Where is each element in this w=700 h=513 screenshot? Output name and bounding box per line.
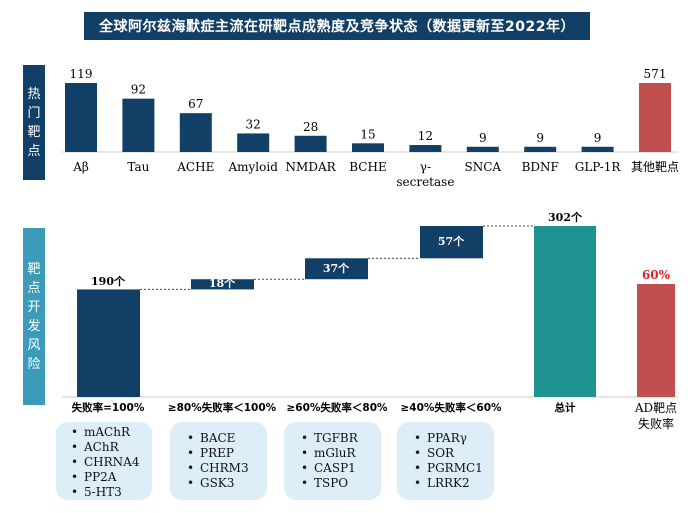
target-list-1-item: AChR [71,440,152,455]
target-list-box-3: TGFBRmGluRCASP1TSPO [284,422,381,500]
waterfall-label-step-2: 37个 [323,261,350,275]
top-bar-7 [409,145,442,152]
top-bar-value-1: 119 [70,67,93,81]
top-bar-category-3: ACHE [176,160,214,174]
waterfall-xlabel-step-2: ≥60%失败率＜80% [286,401,388,414]
top-bar-2 [122,98,155,152]
waterfall-bar-1 [77,289,140,397]
top-bar-10 [581,146,614,152]
top-bar-value-3: 67 [188,97,203,111]
target-list-1-item: mAChR [71,425,152,440]
waterfall-xlabel-step-3: ≥40%失败率＜60% [400,401,502,414]
top-bar-category-5: NMDAR [286,160,337,174]
top-bar-6 [352,143,384,152]
target-list-3-item: TSPO [301,476,381,491]
waterfall-label-fail-rate: 60% [642,268,671,282]
top-bar-category-11: 其他靶点 [631,160,679,174]
target-list-1-item: 5-HT3 [71,485,152,500]
top-bar-value-7: 12 [418,129,433,143]
target-list-box-1: mAChRAChRCHRNA4PP2A5-HT3 [56,422,152,500]
top-bar-value-10: 9 [594,131,602,145]
target-list-3-item: CASP1 [301,461,381,476]
top-bar-category-6: BCHE [349,160,386,174]
waterfall-bar-5 [534,226,596,397]
target-list-2-item: PREP [187,446,267,461]
waterfall-bar-3 [305,258,368,280]
dev-risk-side-label: 靶点开发风险 [23,228,45,405]
fail-rate-bar [637,284,675,397]
top-bar-category-4: Amyloid [227,160,278,174]
top-bar-category-1: Aβ [72,160,89,174]
top-bar-value-6: 15 [360,127,375,141]
waterfall-bar-2 [191,279,254,290]
chart-title: 全球阿尔兹海默症主流在研靶点成熟度及竞争状态（数据更新至2022年） [84,12,590,40]
target-list-2-item: BACE [187,431,267,446]
waterfall-label-total: 302个 [548,210,583,224]
top-bar-1 [65,83,97,152]
target-list-4-item: SOR [414,446,494,461]
top-bar-5 [294,135,327,152]
top-bar-category-10: GLP-1R [575,160,622,174]
target-list-2-item: CHRM3 [187,461,267,476]
waterfall-xlabel-total: 总计 [555,401,576,414]
dev-risk-side-text: 靶点开发风险 [27,261,41,372]
target-list-3-item: TGFBR [301,431,381,446]
target-list-1-item: CHRNA4 [71,455,152,470]
target-list-3-item: mGluR [301,446,381,461]
hot-targets-side-label: 热门靶点 [23,65,45,180]
top-bar-value-9: 9 [536,131,544,145]
top-bar-category-7-line-1: γ- [420,160,431,174]
target-list-4-item: PPARγ [414,431,494,446]
target-list-4-item: PGRMC1 [414,461,494,476]
waterfall-xlabel-step-1: ≥80%失败率＜100% [168,401,277,414]
waterfall-label-step-1: 18个 [209,276,236,290]
waterfall-label-step-3: 57个 [438,234,465,248]
waterfall-xlabel-fail-line-1: AD靶点 [634,401,677,415]
target-list-1-item: PP2A [71,470,152,485]
top-bar-value-11: 571 [644,67,667,81]
target-list-box-2: BACEPREPCHRM3GSK3 [170,422,267,500]
hot-targets-side-text: 热门靶点 [27,86,41,159]
top-bar-11 [639,83,671,152]
target-list-4-item: LRRK2 [414,476,494,491]
top-bar-8 [466,146,499,152]
top-bar-value-2: 92 [131,83,146,97]
waterfall-xlabel-base: 失败率=100% [72,401,145,414]
waterfall-xlabel-fail-line-2: 失败率 [638,416,674,431]
waterfall-label-base: 190个 [91,274,126,288]
top-bar-9 [524,146,557,152]
waterfall-bar-4 [420,226,483,259]
top-bar-value-8: 9 [479,131,487,145]
top-bar-value-5: 28 [303,120,318,134]
top-bar-category-8: SNCA [465,160,502,174]
top-bar-category-7-line-2: secretase [396,175,454,189]
top-bar-3 [179,113,212,152]
top-bar-value-4: 32 [246,117,261,131]
top-bar-4 [237,133,270,152]
top-bar-category-2: Tau [127,160,149,174]
top-bar-category-9: BDNF [522,160,559,174]
target-list-2-item: GSK3 [187,476,267,491]
target-list-box-4: PPARγSORPGRMC1LRRK2 [397,422,494,500]
